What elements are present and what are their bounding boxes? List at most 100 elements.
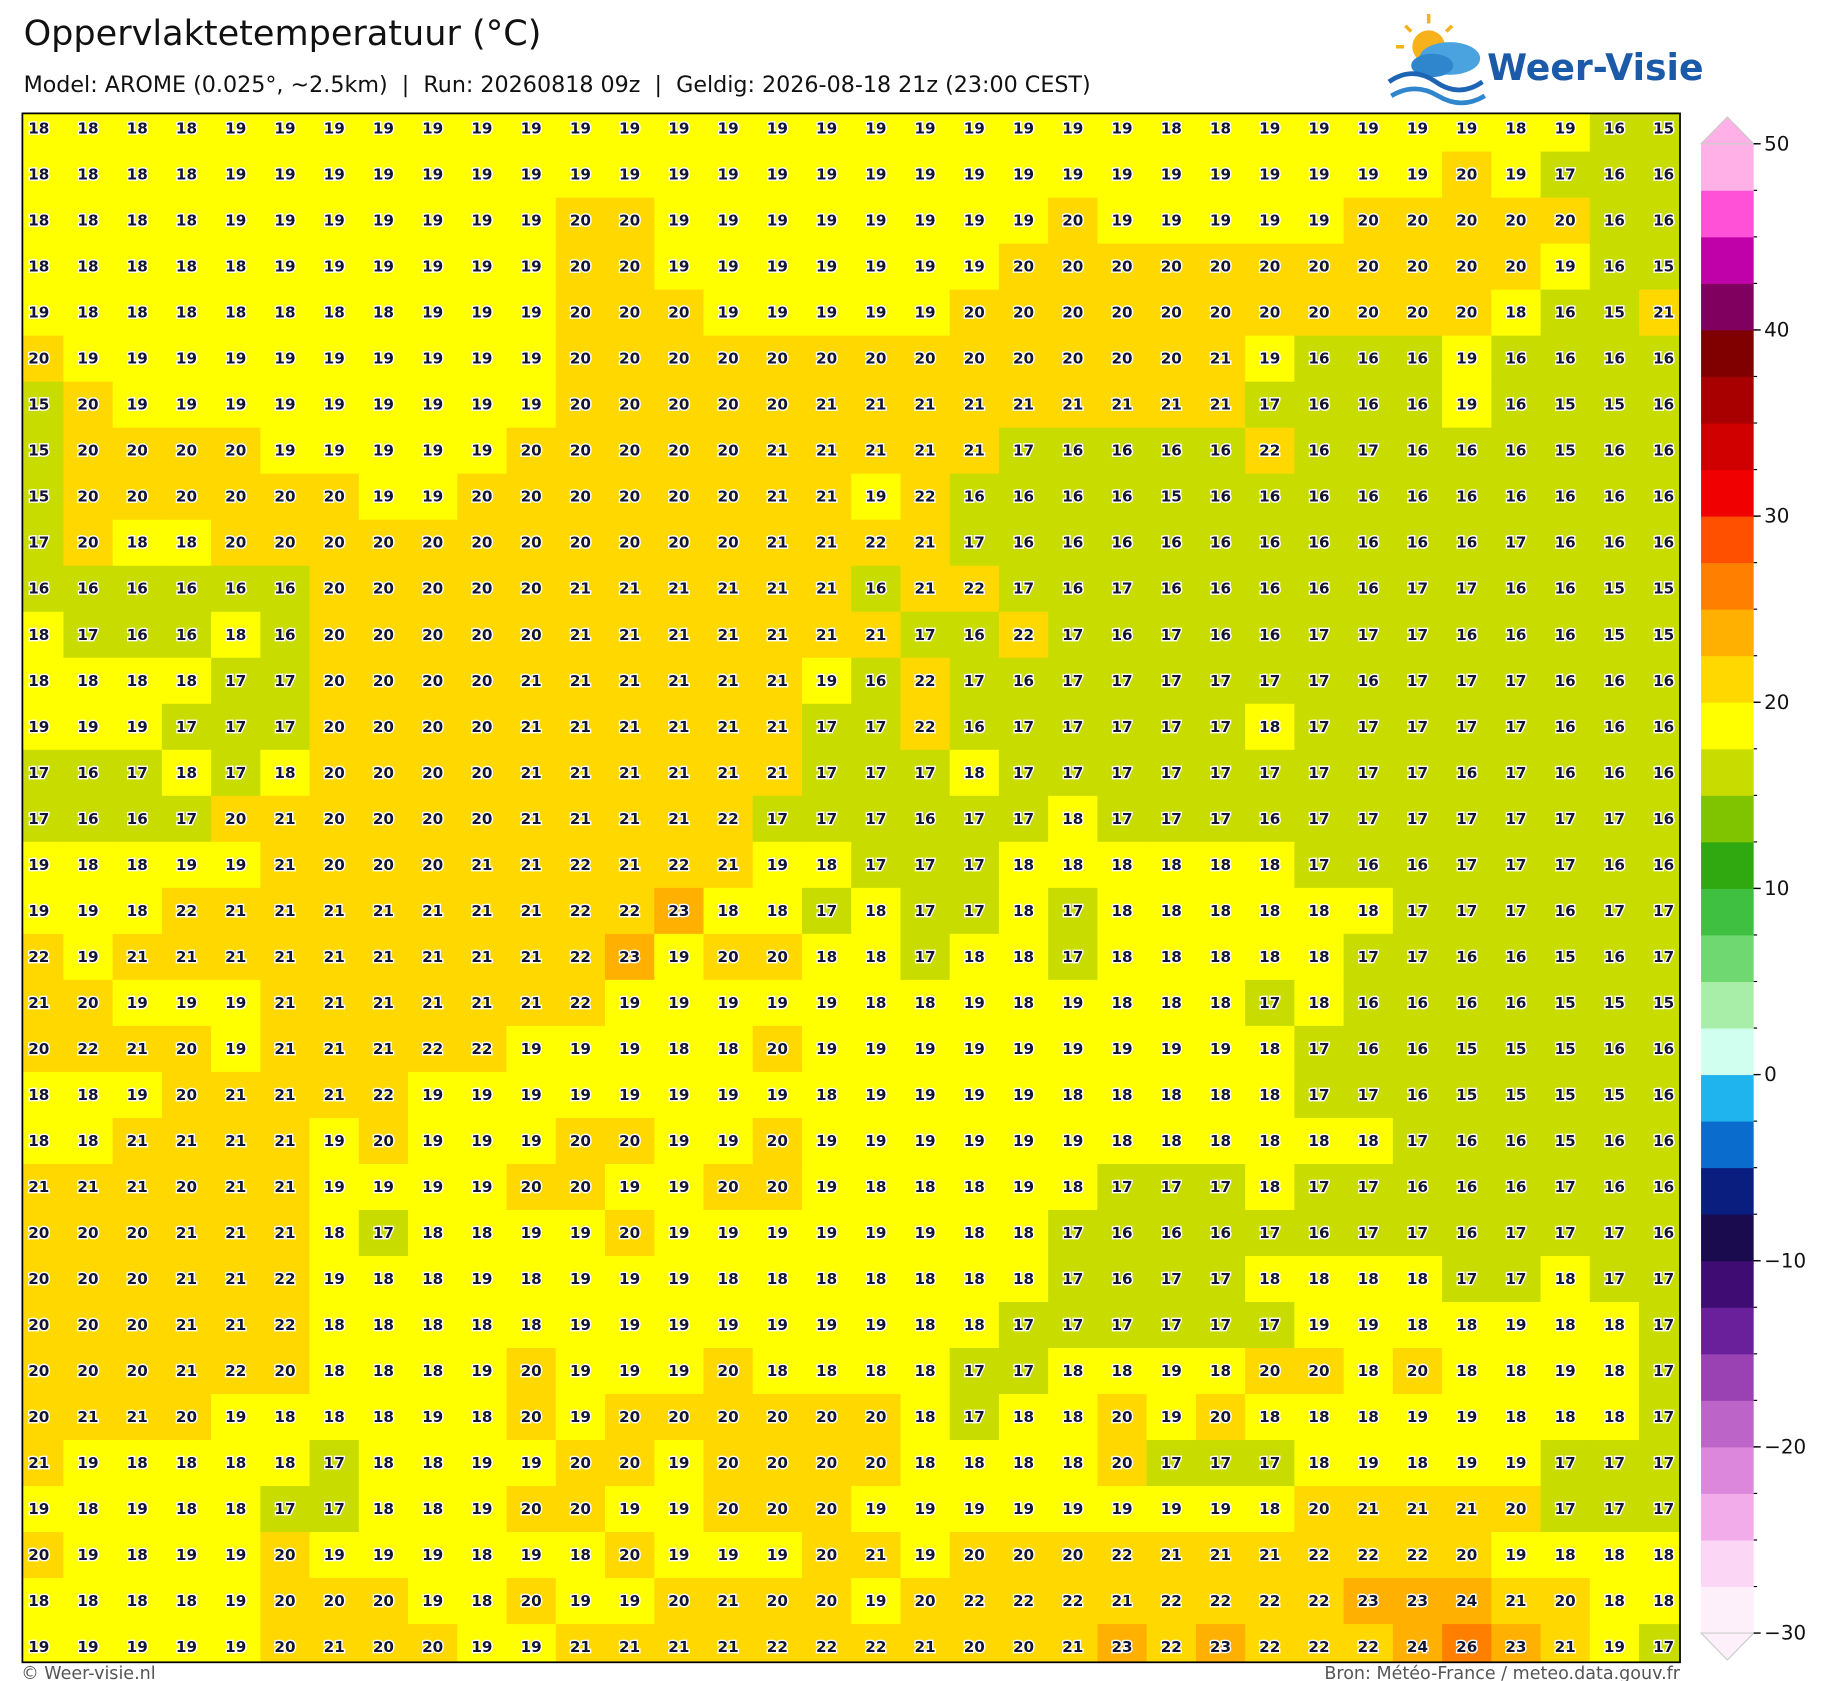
temp-label: 21: [767, 672, 788, 690]
temp-label: 22: [1407, 1546, 1428, 1564]
temp-cell: [1343, 473, 1394, 521]
temp-cell: [1048, 197, 1098, 245]
temp-cell: [900, 1301, 951, 1349]
temp-cell: [1195, 1025, 1246, 1073]
temp-label: 17: [1604, 810, 1625, 828]
temp-label: 19: [1062, 120, 1083, 138]
temp-label: 20: [619, 258, 640, 276]
temp-label: 20: [570, 1500, 591, 1518]
temp-cell: [851, 749, 902, 797]
temp-label: 19: [127, 994, 148, 1012]
temp-cell: [1294, 1025, 1345, 1073]
temp-cell: [1097, 289, 1148, 337]
colorbar-band: [1701, 1167, 1754, 1215]
temp-label: 19: [915, 1224, 936, 1242]
temp-cell: [1146, 519, 1197, 567]
temp-label: 17: [1358, 764, 1379, 782]
temp-cell: [22, 243, 64, 291]
temp-label: 19: [1358, 1454, 1379, 1472]
temp-cell: [949, 197, 1000, 245]
temp-cell: [161, 749, 212, 797]
temp-cell: [752, 933, 803, 981]
temp-label: 21: [718, 1592, 739, 1610]
temp-cell: [1540, 427, 1591, 475]
temp-label: 20: [1013, 304, 1034, 322]
colorbar-band: [1701, 1493, 1754, 1541]
temp-cell: [1639, 749, 1681, 797]
temp-cell: [654, 427, 705, 475]
temp-cell: [1491, 933, 1542, 981]
temp-cell: [211, 703, 261, 751]
temp-label: 17: [1456, 856, 1477, 874]
temp-label: 18: [1555, 1546, 1576, 1564]
temp-label: 21: [176, 1224, 197, 1242]
temp-label: 18: [127, 120, 148, 138]
temp-cell: [112, 1209, 163, 1257]
temp-cell: [1491, 565, 1542, 613]
temp-cell: [457, 381, 508, 429]
temp-cell: [22, 657, 64, 705]
temp-label: 21: [1210, 396, 1231, 414]
temp-cell: [161, 381, 212, 429]
temp-label: 17: [1111, 1316, 1132, 1334]
footer-right: Bron: Météo-France / meteo.data.gouv.fr: [1324, 1664, 1680, 1681]
temp-cell: [801, 335, 852, 383]
temp-cell: [654, 1071, 705, 1119]
temp-label: 21: [915, 442, 936, 460]
temp-cell: [1392, 381, 1443, 429]
temp-cell: [801, 1163, 852, 1211]
temp-cell: [900, 519, 951, 567]
temp-cell: [22, 1071, 64, 1119]
temp-label: 15: [1604, 396, 1625, 414]
temp-label: 20: [471, 488, 492, 506]
temp-cell: [555, 657, 606, 705]
temp-label: 19: [324, 1132, 345, 1150]
temp-cell: [851, 1255, 902, 1303]
temp-cell: [1146, 197, 1197, 245]
temp-label: 18: [1259, 856, 1280, 874]
temp-cell: [1589, 1255, 1640, 1303]
temp-cell: [1491, 381, 1542, 429]
temp-label: 16: [1653, 672, 1674, 690]
temp-label: 19: [1210, 212, 1231, 230]
temp-label: 18: [324, 1316, 345, 1334]
temp-cell: [408, 703, 458, 751]
temp-label: 21: [521, 856, 542, 874]
temp-label: 18: [1062, 856, 1083, 874]
temp-cell: [801, 749, 852, 797]
temp-cell: [457, 289, 508, 337]
temp-cell: [1195, 611, 1246, 659]
temp-cell: [1639, 657, 1681, 705]
temp-cell: [654, 611, 705, 659]
temp-label: 20: [1358, 212, 1379, 230]
temp-cell: [555, 335, 606, 383]
temp-label: 19: [422, 120, 443, 138]
temp-label: 19: [176, 994, 197, 1012]
temp-cell: [211, 611, 261, 659]
temp-label: 18: [816, 1362, 837, 1380]
temp-label: 21: [718, 580, 739, 598]
temp-label: 18: [373, 1454, 394, 1472]
temp-cell: [801, 473, 852, 521]
temp-label: 19: [570, 1086, 591, 1104]
temp-label: 20: [471, 718, 492, 736]
temp-cell: [703, 243, 754, 291]
colorbar-band: [1701, 1307, 1754, 1355]
temp-label: 17: [1653, 1454, 1674, 1472]
temp-cell: [358, 335, 409, 383]
temp-label: 20: [1456, 304, 1477, 322]
temp-cell: [851, 197, 902, 245]
temp-label: 16: [1505, 1178, 1526, 1196]
temp-cell: [112, 565, 163, 613]
temp-cell: [408, 795, 458, 843]
temp-cell: [309, 657, 360, 705]
temp-cell: [1294, 657, 1345, 705]
temp-label: 18: [964, 1178, 985, 1196]
temp-label: 18: [1308, 1454, 1329, 1472]
temp-label: 17: [1308, 1178, 1329, 1196]
temp-cell: [1195, 113, 1246, 153]
temp-label: 16: [1653, 1086, 1674, 1104]
temp-cell: [260, 1025, 311, 1073]
temp-label: 20: [274, 1638, 295, 1656]
temp-cell: [998, 1117, 1049, 1165]
